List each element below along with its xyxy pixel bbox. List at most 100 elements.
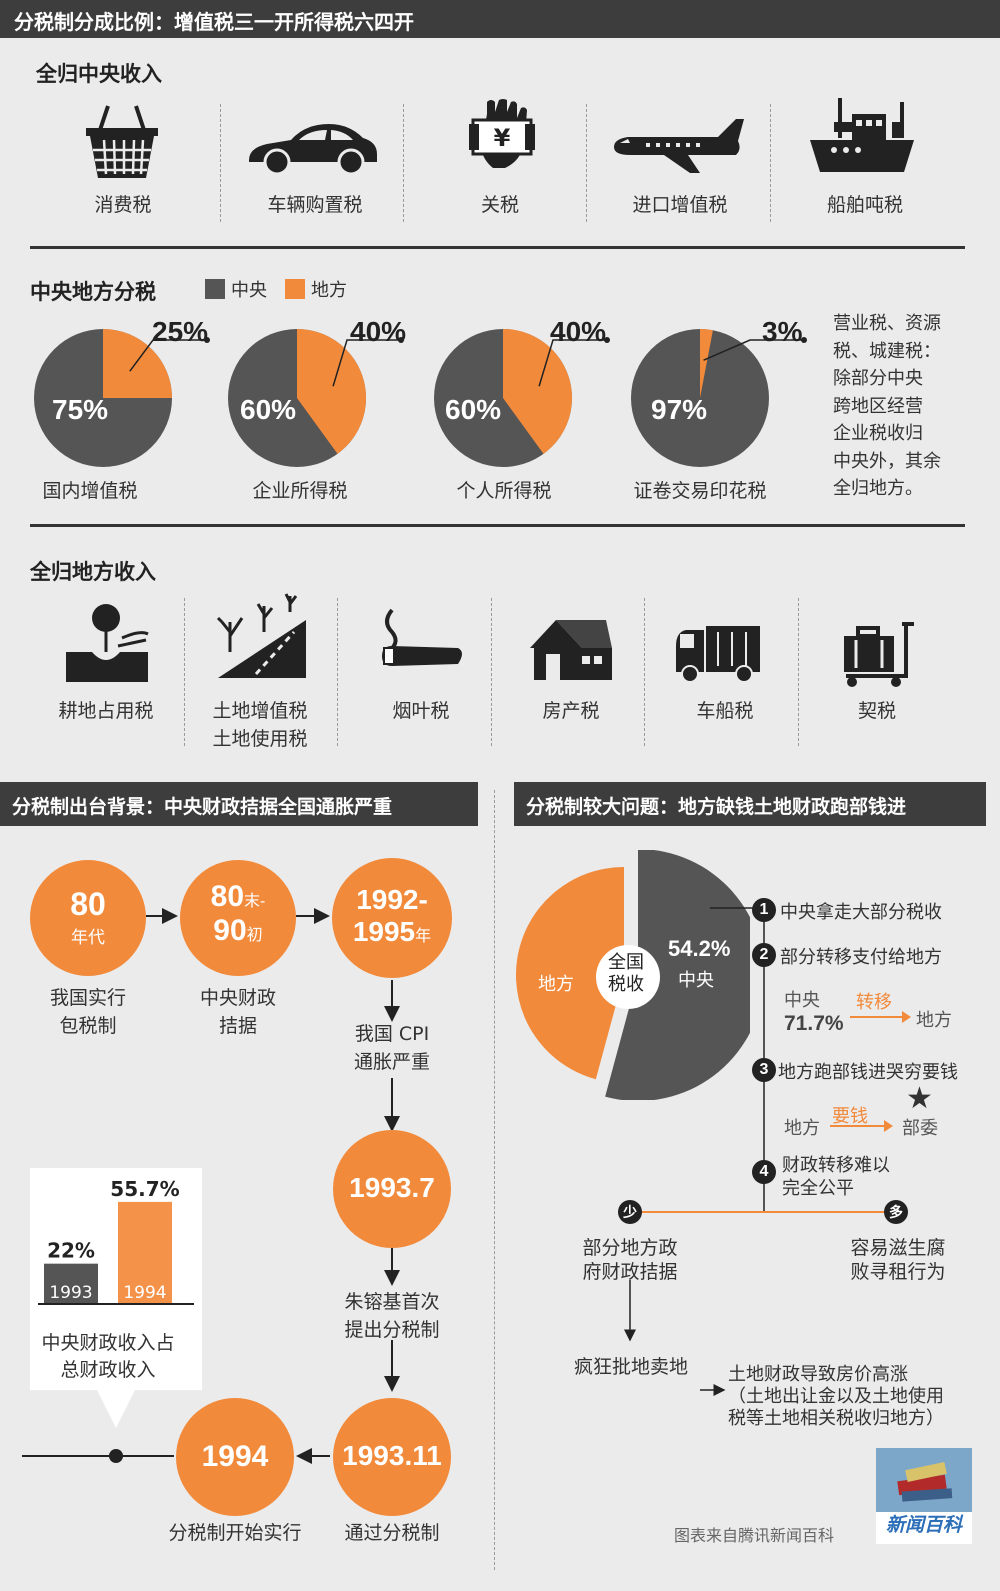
pie-label: 证卷交易印花税 — [633, 480, 767, 502]
car-icon — [249, 124, 377, 176]
pie-local-slice — [700, 329, 713, 398]
pie-leader-line — [538, 339, 607, 387]
divider — [184, 598, 185, 746]
central-item-label: 消费税 — [94, 194, 152, 216]
pie-label: 企业所得税 — [252, 480, 348, 502]
timeline-caption: 分税制开始实行 — [168, 1522, 302, 1544]
page-title: 分税制分成比例：增值税三一开所得税六四开 — [14, 10, 414, 34]
central-item-label: 进口增值税 — [632, 194, 728, 216]
timeline-caption: 中央财政 拮据 — [199, 987, 276, 1037]
pie-local-slice — [297, 329, 366, 454]
bar-value-label: 22% — [47, 1239, 95, 1263]
pie-label: 个人所得税 — [456, 480, 552, 502]
point-badge: 3 — [752, 1058, 776, 1082]
timeline-caption: 我国 CPI 通胀严重 — [353, 1023, 430, 1073]
divider — [337, 598, 338, 746]
ask-from: 地方 — [784, 1118, 820, 1139]
pie-central-pct: 97% — [651, 394, 708, 425]
shared-note: 营业税、资源 税、城建税： 除部分中央 跨地区经营 企业税收归 中央外，其余 全… — [833, 313, 941, 499]
pie-local-slice — [503, 329, 572, 454]
ask-to: 部委 — [902, 1118, 938, 1139]
airplane-icon — [614, 119, 744, 173]
truck-icon — [676, 626, 760, 683]
books-icon — [876, 1448, 972, 1512]
pie-leader-line — [129, 339, 207, 372]
ask-arrow — [830, 1120, 893, 1132]
local-item-label: 房产税 — [542, 700, 600, 722]
problem-point: 地方跑部钱进哭穷要钱 — [778, 1062, 958, 1083]
point-badge: 1 — [752, 898, 776, 922]
more-badge: 多 — [884, 1200, 908, 1224]
background-heading: 分税制出台背景：中央财政拮据全国通胀严重 — [12, 796, 393, 818]
legend-central-swatch — [205, 279, 225, 299]
pie-local-pct: 40% — [350, 316, 407, 347]
pie-local-pct: 3% — [762, 316, 803, 347]
transfer-from: 中央 — [784, 990, 820, 1011]
transfer-arrow-label: 转移 — [856, 992, 892, 1013]
divider — [798, 598, 799, 746]
divider — [403, 104, 404, 222]
point-badge: 2 — [752, 943, 776, 967]
bar-year-label: 1993 — [49, 1283, 92, 1303]
pie-leader-dot — [604, 337, 610, 343]
cigar-icon — [382, 608, 462, 666]
pie-local-slice — [516, 867, 624, 1080]
pie-local-label: 地方 — [538, 974, 574, 995]
pie-leader-dot — [204, 337, 210, 343]
pie-local-pct: 40% — [550, 316, 607, 347]
timeline-arrows — [22, 908, 400, 1464]
timeline-1994: 1994 — [176, 1398, 294, 1516]
svg-text:¥: ¥ — [494, 124, 511, 152]
pie-central-pct: 60% — [445, 394, 502, 425]
divider — [770, 104, 771, 222]
pie-leader-line — [332, 339, 401, 387]
pie-local-pct: 25% — [152, 316, 209, 347]
legend-local-swatch — [285, 279, 305, 299]
pie-central-pct: 54.2% — [668, 936, 731, 961]
transfer-to: 地方 — [916, 1010, 952, 1031]
pie-central-label: 中央 — [678, 970, 714, 991]
divider — [644, 598, 645, 746]
sell-land-text: 疯狂批地卖地 — [574, 1356, 689, 1378]
background-heading-bar: 分税制出台背景：中央财政拮据全国通胀严重 — [0, 782, 478, 826]
local-item-label: 契税 — [857, 700, 896, 722]
panel-divider — [494, 790, 495, 1570]
farmland-plant-icon — [66, 604, 149, 682]
local-item-label: 烟叶税 — [392, 700, 450, 722]
pie-leader-dot — [801, 337, 807, 343]
bar-1993 — [44, 1263, 98, 1304]
bar-value-label: 55.7% — [110, 1177, 179, 1201]
divider — [586, 104, 587, 222]
shopping-basket-icon — [86, 105, 158, 178]
central-heading: 全归中央收入 — [36, 62, 162, 86]
pie-central-slice — [605, 850, 750, 1100]
pie-central-pct: 60% — [240, 394, 297, 425]
transfer-pct: 71.7% — [784, 1012, 844, 1035]
pie-center-label: 全国 税收 — [608, 952, 644, 995]
source-note: 图表来自腾讯新闻百科 — [674, 1526, 835, 1545]
central-share-bar-chart: 22% 1993 55.7% 1994 — [38, 1177, 194, 1305]
pie-leader-dot — [398, 337, 404, 343]
ask-arrow-label: 要钱 — [832, 1106, 868, 1127]
pie-center-hole — [596, 945, 660, 1009]
ship-icon — [810, 98, 914, 172]
transfer-arrow — [850, 1011, 911, 1023]
bar-caption: 中央财政收入占 总财政收入 — [41, 1332, 175, 1381]
timeline-1993-11: 1993.11 — [333, 1398, 451, 1516]
divider — [491, 598, 492, 746]
problem-heading-bar: 分税制较大问题：地方缺钱土地财政跑部钱进 — [514, 782, 986, 826]
local-item-label: 土地使用税 — [212, 728, 308, 750]
problem-heading: 分税制较大问题：地方缺钱土地财政跑部钱进 — [526, 796, 907, 818]
pie-label: 国内增值税 — [42, 480, 138, 502]
callout-pointer — [96, 1388, 136, 1428]
title-bar: 分税制分成比例：增值税三一开所得税六四开 — [0, 0, 1000, 38]
timeline-1992-1995: 1992- 1995年 — [332, 858, 452, 978]
less-badge: 少 — [618, 1200, 642, 1224]
national-tax-pie — [516, 850, 750, 1100]
legend-central-label: 中央 — [231, 280, 267, 301]
central-item-label: 关税 — [480, 194, 519, 216]
bar-1994 — [118, 1201, 172, 1304]
problem-point: 财政转移难以 完全公平 — [782, 1155, 890, 1199]
legend-local-label: 地方 — [311, 280, 347, 301]
land-finance-result: 土地财政导致房价高涨 （土地出让金以及土地使用 税等土地相关税收归地方） — [728, 1364, 944, 1429]
